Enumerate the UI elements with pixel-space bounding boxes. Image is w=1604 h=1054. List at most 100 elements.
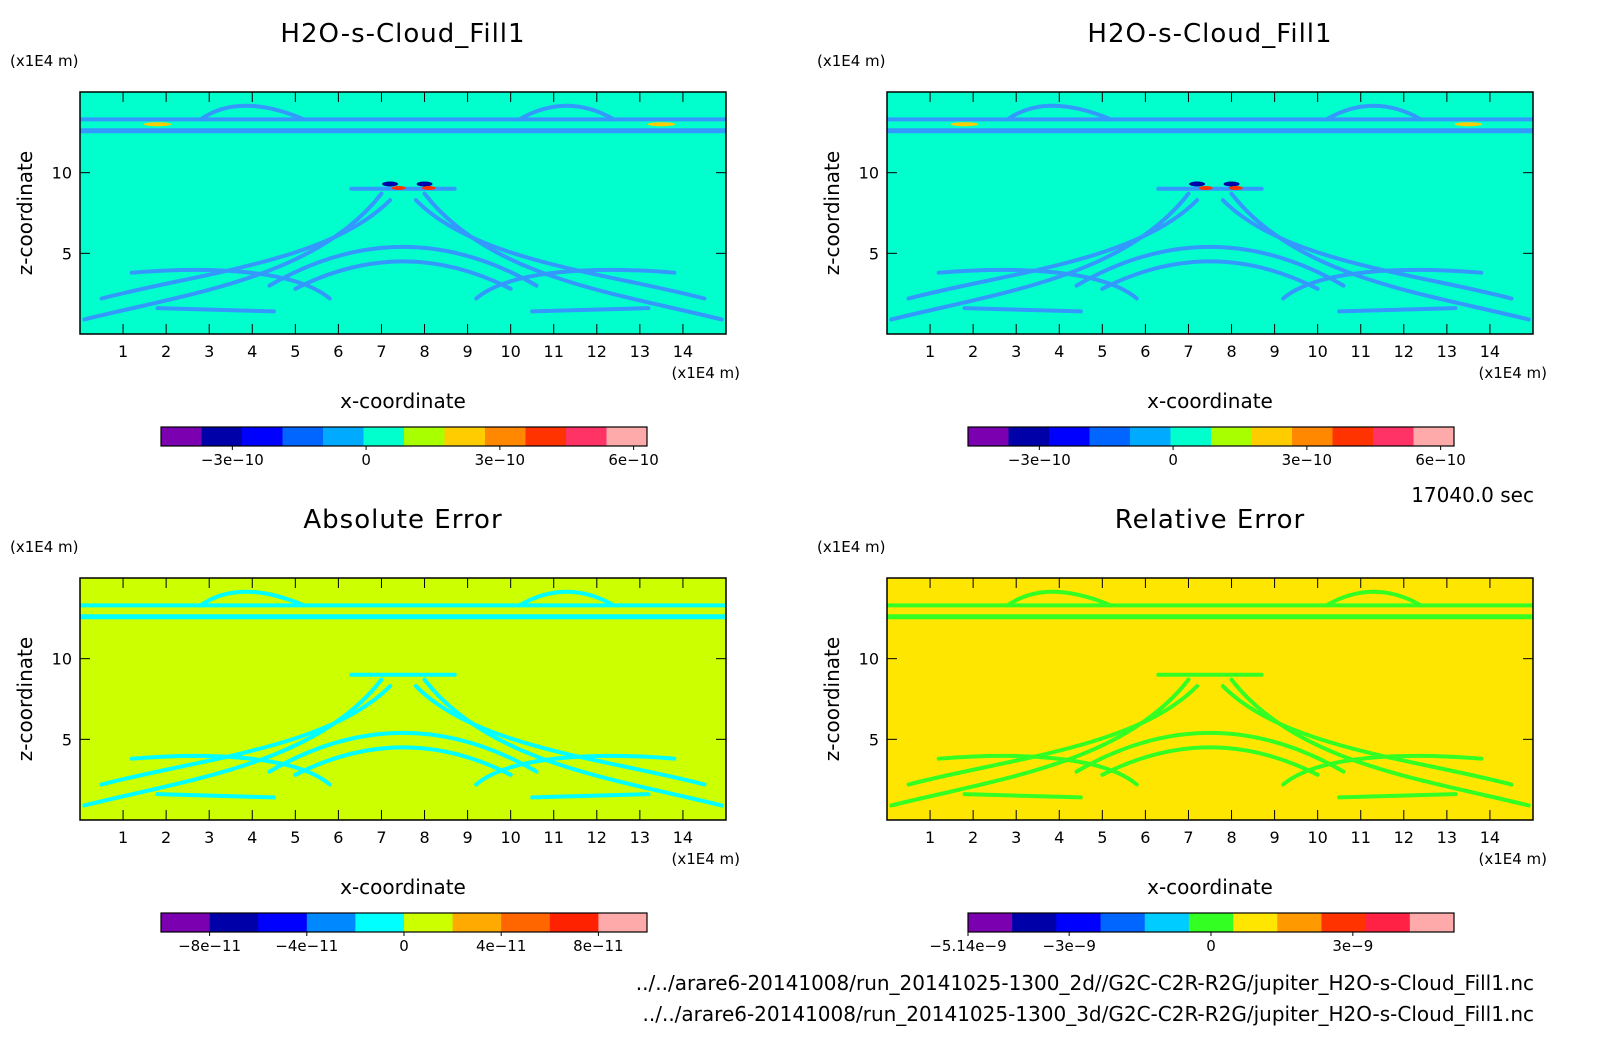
colorbar-tick-label: −5.14e−9 (929, 937, 1006, 955)
colorbar-swatch (1144, 913, 1190, 932)
x-axis-label: x-coordinate (340, 875, 466, 899)
plume-arm (293, 259, 513, 291)
plume-arm (1100, 745, 1320, 777)
minimum-spot (1189, 181, 1206, 187)
colorbar-swatch (161, 427, 202, 446)
x-tick-label: 2 (968, 342, 978, 361)
x-tick-label: 5 (290, 342, 300, 361)
colorbar-swatch (1292, 427, 1333, 446)
maximum-spot (391, 185, 406, 190)
plume-arm (1074, 730, 1346, 774)
plume-arm (99, 684, 393, 787)
colorbar-swatch (1251, 427, 1293, 446)
y-tick-label: 10 (859, 164, 879, 183)
colorbar-tick-label: −3e−10 (201, 451, 264, 469)
x-tick-label: 12 (587, 342, 607, 361)
colorbar-tick-label: 3e−10 (1282, 451, 1332, 469)
plume-arm (129, 753, 332, 787)
colorbar-swatch (1332, 427, 1374, 446)
colorbar-swatch (485, 427, 526, 446)
panel-2: Absolute Error(x1E4 m)1 2 3 4 5 6 7 8 9 10 11 12 13 1… (10, 505, 740, 955)
colorbar-tick-label: −8e−11 (178, 937, 241, 955)
colorbar-swatch (1233, 913, 1278, 932)
colorbar-swatch (1056, 913, 1102, 932)
colorbar-swatch (323, 427, 364, 446)
maximum-spot (1228, 185, 1243, 190)
x-tick-label: 8 (419, 828, 429, 847)
x-tick-label: 9 (463, 342, 473, 361)
upper-cloud-bump (517, 589, 617, 608)
colorbar-swatch (1049, 427, 1090, 446)
colorbar-tick-label: 0 (1206, 937, 1216, 955)
plume-arm (530, 306, 651, 314)
colorbar-swatch (404, 913, 454, 932)
contour-structures (80, 589, 726, 808)
colorbar: −3e−10 0 3e−10 6e−10 (160, 426, 659, 469)
file-path-2d: ../../arare6-20141008/run_20141025-1300_… (636, 971, 1534, 995)
contour-structures (887, 589, 1533, 808)
panel-title: H2O-s-Cloud_Fill1 (1087, 19, 1332, 49)
plume-arm (474, 753, 677, 787)
colorbar: −5.14e−9 −3e−9 0 3e−9 (929, 912, 1455, 955)
x-tick-label: 5 (290, 828, 300, 847)
maximum-spot (143, 122, 172, 127)
plume-arm (422, 677, 724, 808)
colorbar-tick-label: −4e−11 (275, 937, 338, 955)
colorbar-tick-label: 6e−10 (1415, 451, 1465, 469)
plume-arm (1337, 792, 1458, 800)
colorbar-tick-label: 0 (1168, 451, 1178, 469)
x-tick-label: 5 (1097, 828, 1107, 847)
x-tick-label: 4 (1054, 828, 1064, 847)
x-tick-label: 2 (161, 828, 171, 847)
colorbar-swatch (1008, 427, 1050, 446)
colorbar-tick-label: −3e−9 (1042, 937, 1095, 955)
colorbar-tick-label: 4e−11 (476, 937, 526, 955)
colorbar-swatch (1089, 427, 1131, 446)
colorbar-tick-label: 3e−10 (475, 451, 525, 469)
x-unit-label: (x1E4 m) (671, 364, 740, 382)
colorbar-swatch (968, 427, 1009, 446)
plume-arm (530, 792, 651, 800)
x-tick-label: 7 (376, 828, 386, 847)
plume-arm (936, 267, 1139, 301)
y-axis-label: z-coordinate (820, 151, 844, 275)
x-tick-label: 4 (1054, 342, 1064, 361)
plot-frame (886, 577, 1534, 821)
contour-structures (887, 103, 1533, 322)
colorbar-swatch (452, 913, 502, 932)
x-tick-label: 4 (247, 342, 257, 361)
plume-arm (267, 730, 539, 774)
colorbar-swatch (1211, 427, 1252, 446)
x-tick-label: 8 (1226, 342, 1236, 361)
colorbar-swatch (444, 427, 486, 446)
upper-cloud-bump (1005, 589, 1113, 608)
colorbar-swatch (598, 913, 648, 932)
y-axis-label: z-coordinate (13, 637, 37, 761)
x-tick-label: 11 (544, 828, 564, 847)
y-unit-label: (x1E4 m) (10, 538, 79, 556)
x-tick-label: 10 (1307, 342, 1327, 361)
x-tick-label: 7 (1183, 342, 1193, 361)
colorbar-swatch (1170, 427, 1212, 446)
x-unit-label: (x1E4 m) (671, 850, 740, 868)
plume-arm (1281, 267, 1484, 301)
x-unit-label: (x1E4 m) (1478, 364, 1547, 382)
plot-frame (79, 91, 727, 335)
colorbar-swatch (566, 427, 607, 446)
colorbar-swatch (1373, 427, 1414, 446)
plume-arm (422, 191, 724, 322)
plume-arm (474, 267, 677, 301)
x-tick-label: 7 (1183, 828, 1193, 847)
x-tick-label: 1 (925, 828, 935, 847)
maximum-spot (647, 122, 676, 127)
panel-3: Relative Error(x1E4 m)1 2 3 4 5 6 7 8 9 10 11 12 13 1… (817, 505, 1547, 955)
y-unit-label: (x1E4 m) (817, 538, 886, 556)
x-tick-label: 10 (500, 342, 520, 361)
y-axis-label: z-coordinate (820, 637, 844, 761)
x-tick-label: 1 (118, 342, 128, 361)
upper-cloud-bump (198, 103, 306, 122)
plume-arm (1337, 306, 1458, 314)
x-tick-label: 9 (1270, 828, 1280, 847)
x-tick-label: 3 (1011, 342, 1021, 361)
